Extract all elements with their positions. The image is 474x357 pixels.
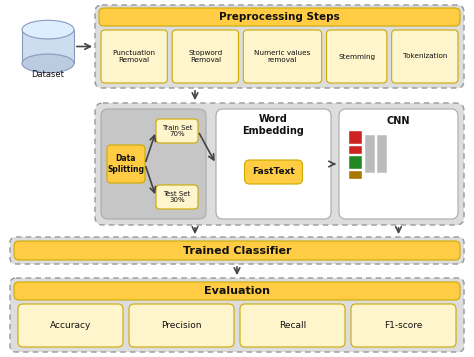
Text: Numeric values
removal: Numeric values removal [255,50,310,63]
FancyBboxPatch shape [245,160,302,184]
Text: Accuracy: Accuracy [50,321,91,330]
Text: Tokenization: Tokenization [402,54,447,60]
FancyBboxPatch shape [95,103,464,225]
Ellipse shape [22,54,74,73]
Text: Precision: Precision [161,321,202,330]
Bar [377,135,387,173]
Bar [349,171,362,179]
Bar [349,131,362,144]
FancyBboxPatch shape [392,30,458,83]
FancyBboxPatch shape [156,119,198,143]
Text: Evaluation: Evaluation [204,286,270,296]
Text: Preprocessing Steps: Preprocessing Steps [219,12,340,22]
FancyBboxPatch shape [172,30,238,83]
Text: Stopword
Removal: Stopword Removal [188,50,222,63]
FancyBboxPatch shape [216,109,331,219]
Text: FastText: FastText [252,167,295,176]
Text: Recall: Recall [279,321,306,330]
FancyBboxPatch shape [240,304,345,347]
FancyBboxPatch shape [351,304,456,347]
Text: Punctuation
Removal: Punctuation Removal [113,50,155,63]
FancyBboxPatch shape [14,282,460,300]
FancyBboxPatch shape [243,30,322,83]
FancyBboxPatch shape [327,30,387,83]
Bar [349,156,362,169]
Bar [365,135,375,173]
Text: Test Set
30%: Test Set 30% [164,191,191,203]
Text: Dataset: Dataset [32,70,64,79]
Text: Data
Splitting: Data Splitting [108,154,145,174]
Text: F1-score: F1-score [384,321,423,330]
FancyBboxPatch shape [101,109,206,219]
FancyBboxPatch shape [339,109,458,219]
Text: Trained Classifier: Trained Classifier [183,246,291,256]
FancyBboxPatch shape [10,237,464,264]
FancyBboxPatch shape [107,145,145,183]
FancyBboxPatch shape [95,5,464,88]
Text: Word
Embedding: Word Embedding [243,114,304,136]
Text: Train Set
70%: Train Set 70% [162,125,192,137]
FancyBboxPatch shape [129,304,234,347]
FancyBboxPatch shape [18,304,123,347]
Text: Stemming: Stemming [338,54,375,60]
FancyBboxPatch shape [156,185,198,209]
Bar [349,146,362,154]
Ellipse shape [22,20,74,39]
FancyBboxPatch shape [99,8,460,26]
FancyBboxPatch shape [10,278,464,352]
Bar [22,30,74,64]
Text: CNN: CNN [387,116,410,126]
FancyBboxPatch shape [101,30,167,83]
FancyBboxPatch shape [14,241,460,260]
